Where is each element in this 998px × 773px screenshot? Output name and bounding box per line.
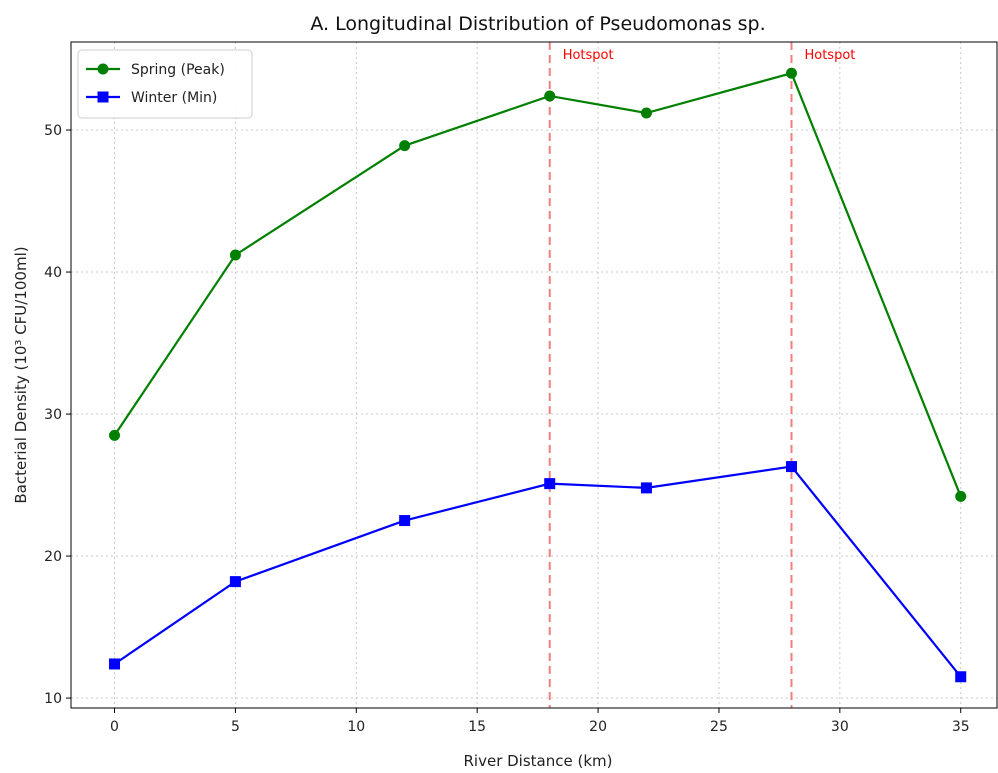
legend-marker [97, 91, 109, 103]
legend-label: Spring (Peak) [131, 62, 225, 78]
x-tick-label: 35 [952, 719, 970, 735]
data-point [785, 67, 797, 79]
x-tick-label: 5 [231, 719, 240, 735]
data-point [229, 576, 241, 588]
data-point [955, 671, 967, 683]
data-point [109, 658, 121, 670]
plot-frame [70, 41, 998, 709]
x-tick-label: 30 [831, 719, 849, 735]
hotspot-label: Hotspot [563, 48, 614, 63]
data-point [544, 478, 556, 490]
legend-label: Winter (Min) [131, 90, 217, 106]
y-axis-ticks: 10 20 30 40 50 [44, 123, 71, 707]
data-point [785, 461, 797, 473]
data-point [544, 90, 556, 102]
x-axis-label: River Distance (km) [464, 752, 613, 770]
series-1 [109, 461, 967, 683]
data-point [399, 515, 411, 527]
x-tick-label: 25 [710, 719, 728, 735]
series [109, 67, 967, 683]
x-tick-label: 15 [468, 719, 486, 735]
series-line [113, 71, 962, 497]
legend-box [77, 49, 253, 119]
grid [71, 42, 997, 708]
data-point [640, 482, 652, 494]
y-tick-label: 30 [44, 407, 62, 423]
y-tick-label: 20 [44, 549, 62, 565]
data-point [955, 490, 967, 502]
x-tick-label: 0 [110, 719, 119, 735]
data-point [399, 140, 411, 152]
x-axis-ticks: 0 5 10 15 20 25 30 35 [110, 708, 970, 735]
y-axis-label: Bacterial Density (10³ CFU/100ml) [12, 246, 30, 503]
legend: Spring (Peak) Winter (Min) [77, 49, 253, 119]
series-0 [109, 67, 967, 502]
x-tick-label: 20 [589, 719, 607, 735]
annotations: Hotspot Hotspot [548, 42, 855, 708]
y-tick-label: 40 [44, 265, 62, 281]
y-tick-label: 50 [44, 123, 62, 139]
legend-marker [97, 63, 109, 75]
chart-title: A. Longitudinal Distribution of Pseudomo… [310, 13, 765, 35]
y-tick-label: 10 [44, 691, 62, 707]
data-point [229, 249, 241, 261]
series-line [113, 465, 962, 678]
x-tick-label: 10 [347, 719, 365, 735]
hotspot-label: Hotspot [804, 48, 855, 63]
data-point [640, 107, 652, 119]
data-point [109, 429, 121, 441]
